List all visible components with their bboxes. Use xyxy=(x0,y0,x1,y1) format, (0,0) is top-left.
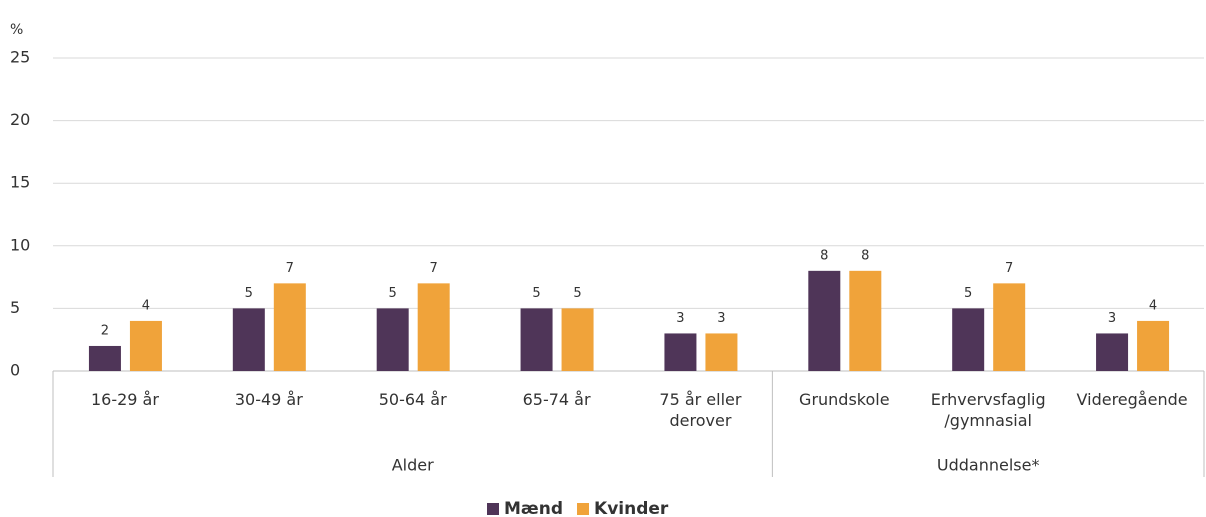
x-tick-label: Videregående xyxy=(1076,390,1188,409)
y-tick-label: 5 xyxy=(10,298,20,317)
bar xyxy=(705,333,738,371)
legend-label: Kvinder xyxy=(594,499,669,517)
x-tick-label: 30-49 år xyxy=(234,390,303,409)
data-label: 8 xyxy=(861,248,869,263)
y-tick-label: 10 xyxy=(10,235,30,254)
bar xyxy=(808,270,841,371)
data-label: 5 xyxy=(964,286,972,301)
bar xyxy=(1137,320,1170,371)
x-tick-label: 16-29 år xyxy=(90,390,159,409)
bar xyxy=(664,333,697,371)
bar xyxy=(1096,333,1129,371)
bar xyxy=(232,308,265,371)
y-unit: % xyxy=(10,22,23,38)
bar xyxy=(417,283,450,371)
data-label: 3 xyxy=(1108,311,1116,326)
data-label: 5 xyxy=(245,286,253,301)
x-tick-label: Grundskole xyxy=(799,390,890,409)
legend-swatch xyxy=(487,503,499,515)
y-tick-label: 0 xyxy=(10,361,20,380)
data-label: 4 xyxy=(1149,298,1157,313)
legend-label: Mænd xyxy=(504,499,563,517)
bar xyxy=(273,283,306,371)
bar xyxy=(849,270,882,371)
data-label: 5 xyxy=(532,286,540,301)
bar xyxy=(129,320,162,371)
data-label: 5 xyxy=(389,286,397,301)
data-label: 3 xyxy=(717,311,725,326)
data-label: 7 xyxy=(1005,261,1013,276)
data-label: 8 xyxy=(820,248,828,263)
group-label: Uddannelse* xyxy=(937,456,1040,475)
x-tick-label: Erhvervsfaglig /gymnasial xyxy=(930,390,1046,430)
legend-swatch xyxy=(577,503,590,515)
bar xyxy=(520,308,553,371)
y-tick-label: 25 xyxy=(10,48,30,67)
bar xyxy=(561,308,594,371)
data-label: 2 xyxy=(101,323,109,338)
x-tick-label: 50-64 år xyxy=(378,390,447,409)
x-tick-label: 65-74 år xyxy=(522,390,591,409)
data-label: 7 xyxy=(286,261,294,276)
y-tick-label: 15 xyxy=(10,173,30,192)
group-label: Alder xyxy=(392,456,434,475)
y-tick-label: 20 xyxy=(10,110,30,129)
data-label: 3 xyxy=(676,311,684,326)
data-label: 4 xyxy=(142,298,150,313)
data-label: 5 xyxy=(573,286,581,301)
bar xyxy=(952,308,985,371)
data-label: 7 xyxy=(430,261,438,276)
bar xyxy=(88,345,121,371)
bar xyxy=(376,308,409,371)
x-tick-label: 75 år eller derover xyxy=(659,390,742,430)
bar xyxy=(993,283,1026,371)
